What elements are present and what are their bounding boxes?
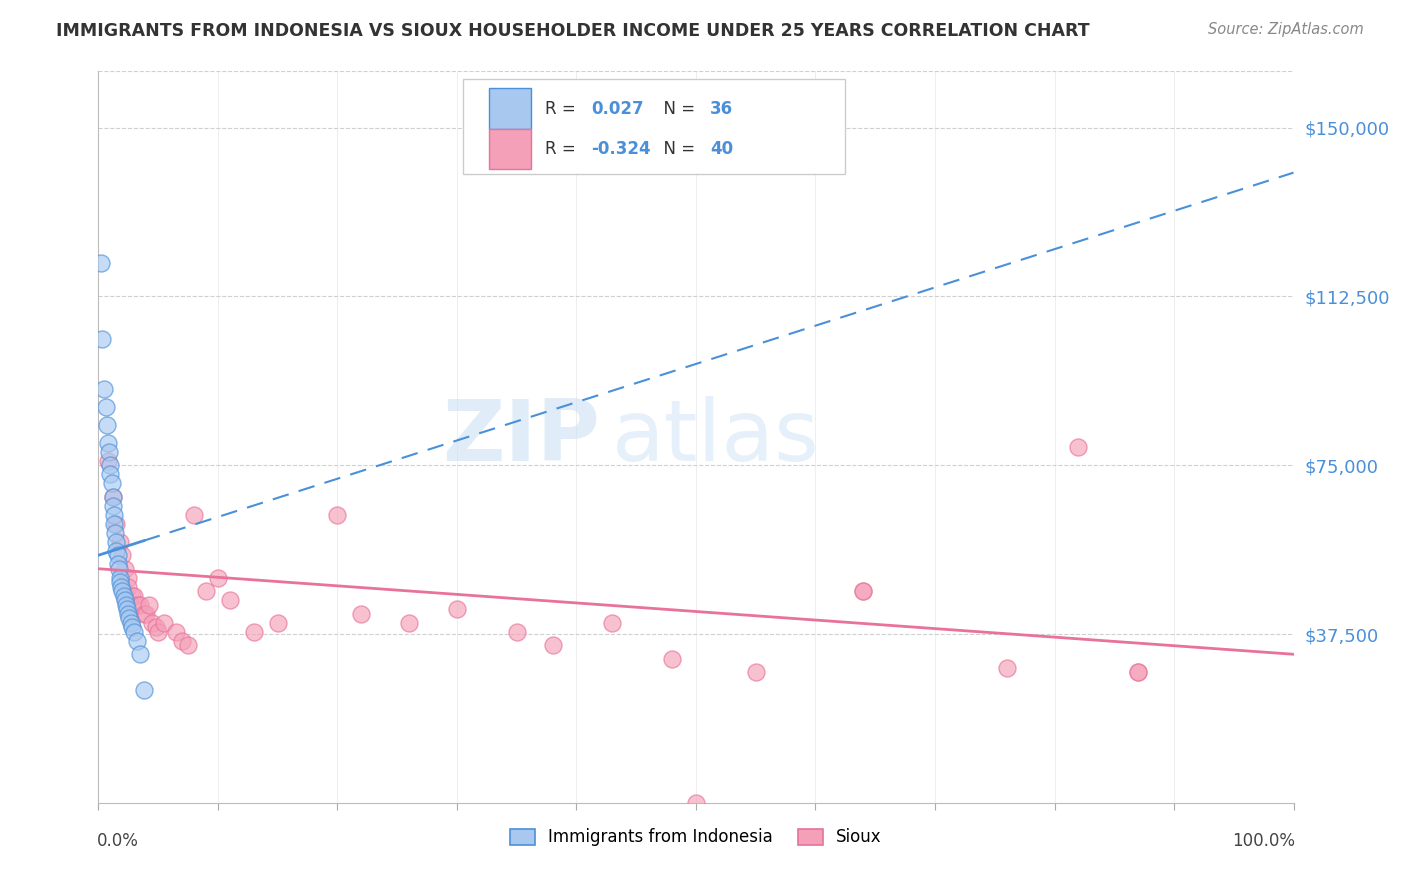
- Point: [745, 665, 768, 680]
- Point: [108, 575, 131, 590]
- Point: [98, 458, 122, 473]
- Point: [90, 255, 112, 269]
- Text: R =: R =: [546, 140, 582, 158]
- Point: [97, 435, 120, 450]
- Point: [195, 584, 218, 599]
- Point: [541, 638, 564, 652]
- Point: [124, 589, 146, 603]
- Text: -0.324: -0.324: [591, 140, 651, 158]
- Point: [138, 598, 160, 612]
- Point: [98, 467, 122, 482]
- FancyBboxPatch shape: [463, 78, 845, 174]
- Point: [117, 580, 139, 594]
- Point: [124, 624, 146, 639]
- Point: [96, 417, 118, 432]
- Point: [120, 615, 142, 630]
- Point: [350, 607, 373, 621]
- Point: [105, 516, 128, 531]
- Text: 40: 40: [710, 140, 734, 158]
- FancyBboxPatch shape: [489, 88, 531, 128]
- Point: [153, 615, 176, 630]
- Point: [135, 607, 157, 621]
- Point: [148, 624, 170, 639]
- Point: [129, 647, 152, 661]
- Point: [177, 638, 200, 652]
- Point: [1128, 665, 1150, 680]
- Point: [145, 620, 167, 634]
- Point: [103, 508, 125, 522]
- Point: [125, 633, 148, 648]
- Point: [111, 548, 134, 562]
- Point: [115, 602, 138, 616]
- Point: [105, 543, 128, 558]
- Point: [108, 534, 131, 549]
- Text: atlas: atlas: [613, 395, 820, 479]
- Text: 0.0%: 0.0%: [97, 832, 139, 850]
- Point: [141, 615, 163, 630]
- Text: N =: N =: [652, 100, 700, 118]
- Text: 100.0%: 100.0%: [1232, 832, 1295, 850]
- Point: [661, 652, 683, 666]
- Point: [219, 593, 242, 607]
- Point: [101, 490, 124, 504]
- Text: IMMIGRANTS FROM INDONESIA VS SIOUX HOUSEHOLDER INCOME UNDER 25 YEARS CORRELATION: IMMIGRANTS FROM INDONESIA VS SIOUX HOUSE…: [56, 22, 1090, 40]
- Point: [165, 624, 187, 639]
- Point: [110, 580, 132, 594]
- Text: 36: 36: [710, 100, 734, 118]
- Point: [105, 534, 128, 549]
- Text: N =: N =: [652, 140, 700, 158]
- Point: [1128, 665, 1150, 680]
- Point: [121, 620, 143, 634]
- Point: [114, 593, 136, 607]
- Text: ZIP: ZIP: [443, 395, 600, 479]
- Text: Source: ZipAtlas.com: Source: ZipAtlas.com: [1208, 22, 1364, 37]
- Point: [132, 683, 155, 698]
- Point: [243, 624, 266, 639]
- Point: [104, 525, 127, 540]
- Point: [125, 598, 148, 612]
- Point: [107, 562, 129, 576]
- Point: [98, 444, 121, 458]
- Point: [101, 499, 124, 513]
- Point: [117, 607, 139, 621]
- Point: [111, 584, 134, 599]
- Point: [97, 453, 120, 467]
- Point: [101, 490, 124, 504]
- Point: [103, 516, 125, 531]
- Point: [267, 615, 290, 630]
- Point: [506, 624, 529, 639]
- Point: [129, 598, 152, 612]
- Point: [118, 611, 141, 625]
- Point: [446, 602, 468, 616]
- Point: [398, 615, 420, 630]
- Text: R =: R =: [546, 100, 582, 118]
- Point: [852, 584, 875, 599]
- Point: [685, 796, 707, 810]
- Point: [132, 607, 155, 621]
- Point: [108, 571, 131, 585]
- Point: [93, 382, 115, 396]
- Text: 0.027: 0.027: [591, 100, 644, 118]
- Point: [852, 584, 875, 599]
- Point: [602, 615, 624, 630]
- Point: [91, 332, 114, 346]
- FancyBboxPatch shape: [489, 128, 531, 169]
- Point: [207, 571, 229, 585]
- Point: [183, 508, 205, 522]
- Point: [94, 400, 117, 414]
- Point: [114, 562, 136, 576]
- Point: [121, 589, 143, 603]
- Point: [107, 548, 129, 562]
- Legend: Immigrants from Indonesia, Sioux: Immigrants from Indonesia, Sioux: [503, 822, 889, 853]
- Point: [112, 589, 135, 603]
- Point: [117, 571, 139, 585]
- Point: [326, 508, 349, 522]
- Point: [100, 476, 122, 491]
- Point: [1067, 440, 1090, 454]
- Point: [115, 598, 138, 612]
- Point: [107, 558, 129, 572]
- Point: [172, 633, 194, 648]
- Point: [995, 661, 1018, 675]
